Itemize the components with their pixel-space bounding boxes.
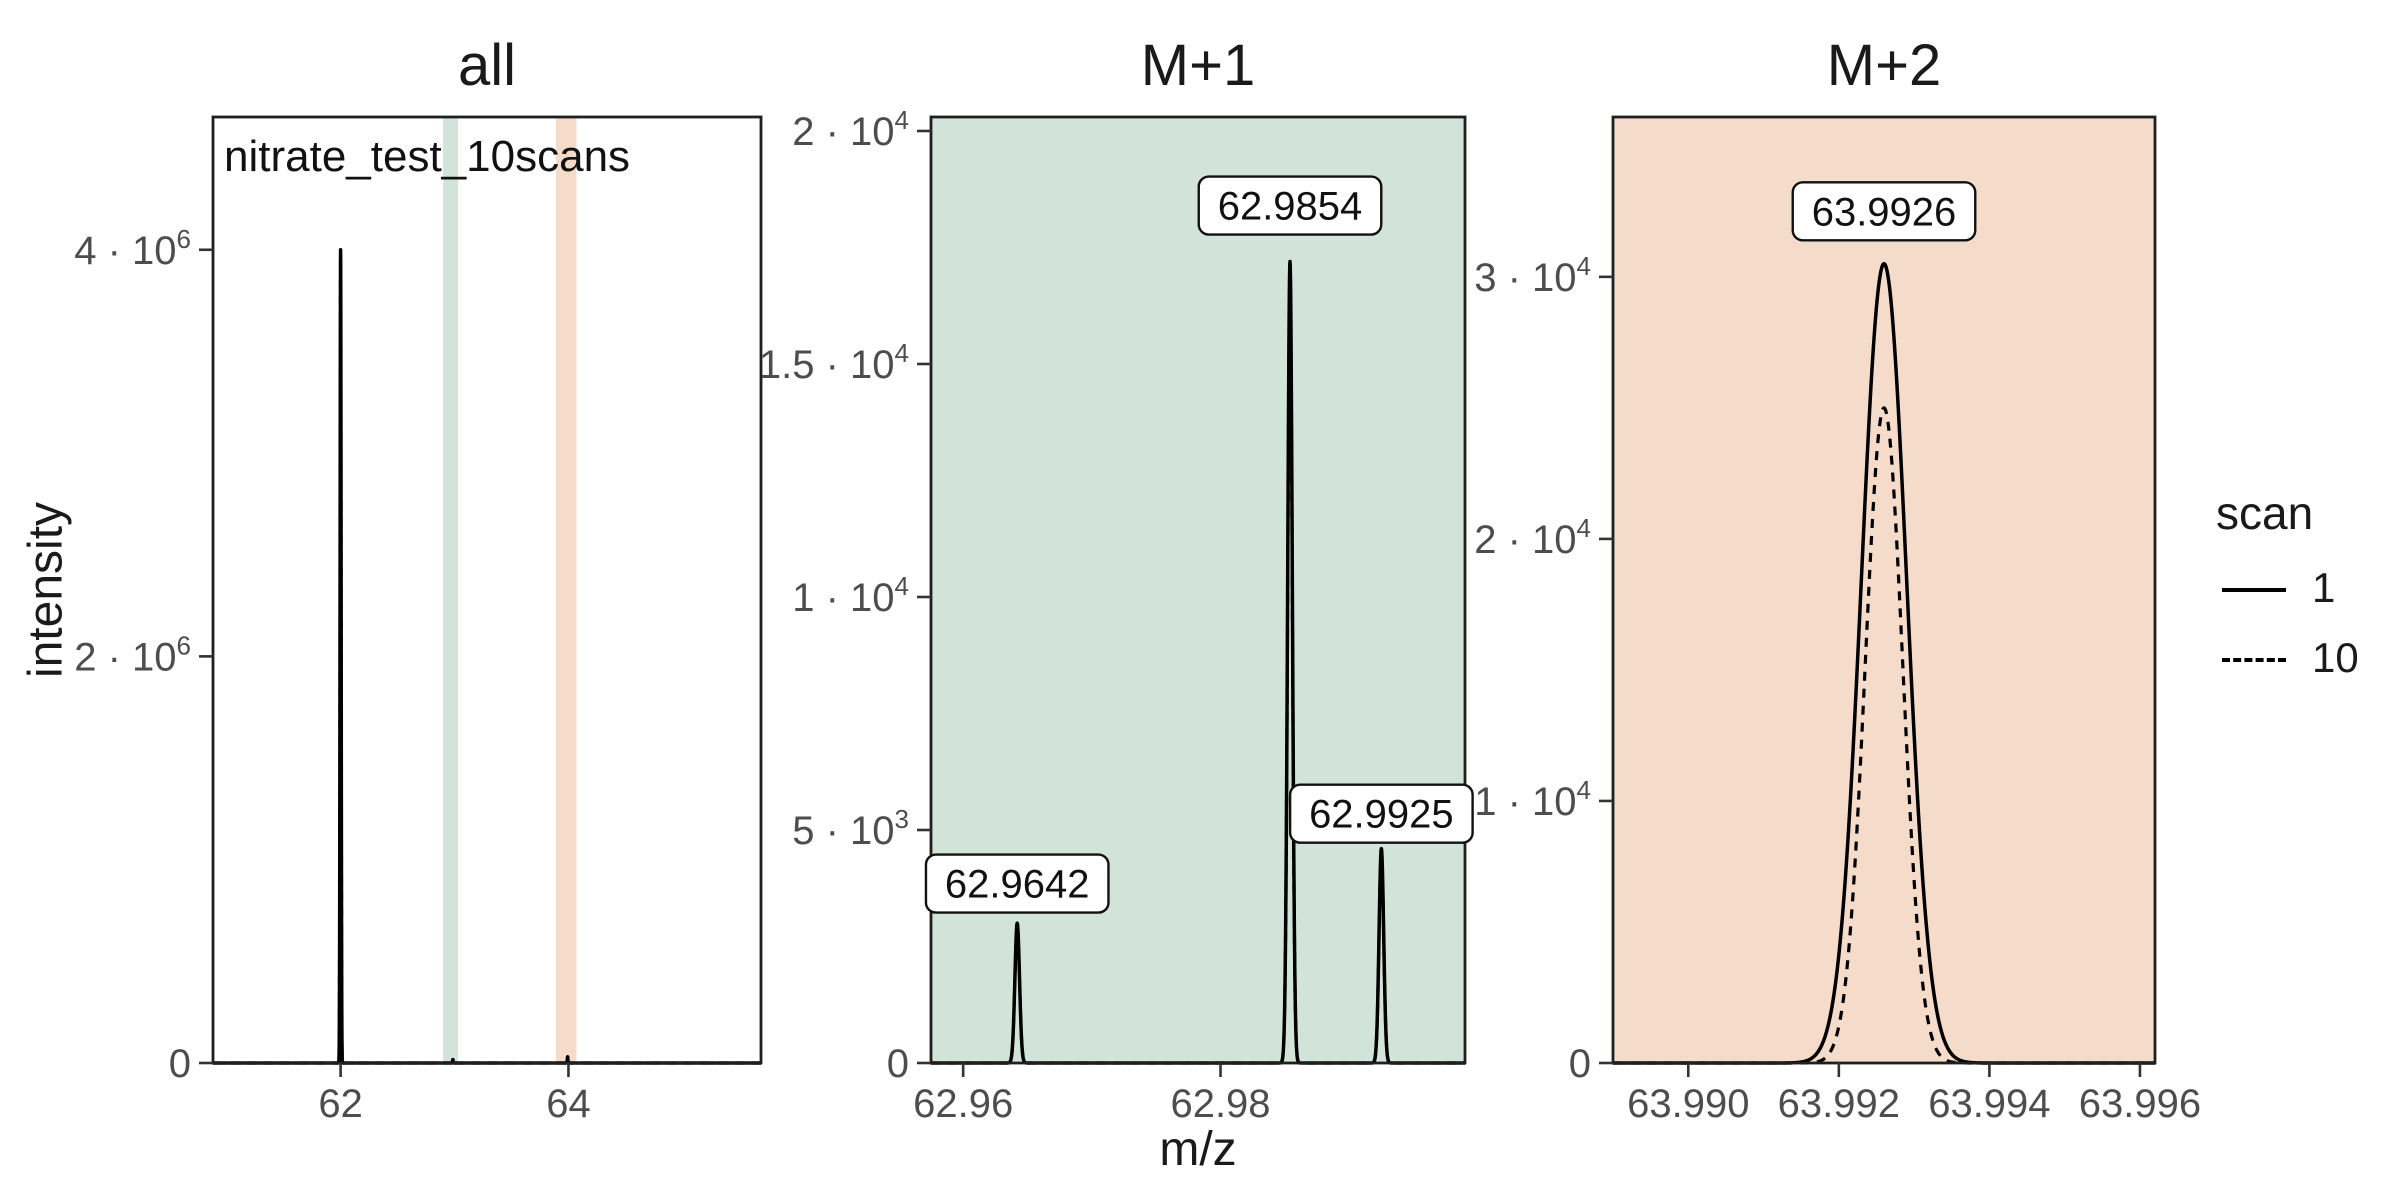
x-axis-title: m/z <box>1159 1123 1237 1176</box>
y-tick-label: 4 · 106 <box>74 224 191 273</box>
legend-key-solid-line-icon <box>2222 588 2286 592</box>
legend-key-dashed-line-icon <box>2222 658 2286 662</box>
panel-border-M+2 <box>1611 115 2157 1065</box>
panel-border-M+1 <box>929 115 1467 1065</box>
peak-label-box <box>1197 175 1383 236</box>
x-tick-label: 63.996 <box>2079 1082 2201 1126</box>
x-tick-label: 62.98 <box>1170 1082 1270 1126</box>
legend: scan 1 10 <box>2216 0 2400 1200</box>
x-tick-label: 62 <box>318 1082 363 1126</box>
peak-label: 62.9925 <box>1309 793 1454 837</box>
sample-name-annotation: nitrate_test_10scans <box>224 132 631 181</box>
x-tick-label: 62.96 <box>913 1082 1013 1126</box>
y-tick-label: 1 · 104 <box>792 571 909 620</box>
panel-title-all: all <box>457 33 517 98</box>
legend-entry-scan-10: 10 <box>2312 634 2359 681</box>
peak-label-box <box>1288 783 1474 844</box>
y-axis-title: intensity <box>19 501 73 679</box>
y-tick-label: 0 <box>169 1042 191 1086</box>
y-tick-label: 2 · 104 <box>1474 513 1591 562</box>
peak-label: 62.9854 <box>1218 185 1363 229</box>
y-tick-label: 2 · 106 <box>74 630 191 679</box>
panel-background-M+2 <box>1613 117 2155 1063</box>
x-tick-label: 63.994 <box>1928 1082 2050 1126</box>
y-tick-label: 1 · 104 <box>1474 775 1591 824</box>
y-tick-label: 2 · 104 <box>792 105 909 154</box>
y-tick-label: 5 · 103 <box>792 804 909 853</box>
y-tick-label: 0 <box>1569 1042 1591 1086</box>
panel-background-all <box>213 117 761 1063</box>
peak-label: 62.9642 <box>945 863 1090 907</box>
x-tick-label: 64 <box>546 1082 591 1126</box>
peak-label-box <box>924 853 1110 914</box>
spectrum-line-scan-10-M+2 <box>1613 406 2155 1065</box>
highlight-band-m2 <box>555 117 577 1063</box>
panel-title-m1: M+1 <box>1140 33 1256 98</box>
y-tick-label: 1.5 · 104 <box>759 338 909 387</box>
y-tick-label: 0 <box>887 1042 909 1086</box>
y-tick-label: 3 · 104 <box>1474 251 1591 300</box>
legend-title: scan <box>2216 487 2314 539</box>
panel-border-all <box>211 115 763 1065</box>
peak-label: 63.9926 <box>1812 190 1957 234</box>
x-tick-label: 63.992 <box>1778 1082 1900 1126</box>
legend-entry-scan-1: 1 <box>2312 564 2336 611</box>
peak-label-box <box>1791 181 1977 242</box>
highlight-band-m1 <box>443 117 458 1063</box>
panel-title-m2: M+2 <box>1826 33 1942 98</box>
x-tick-label: 63.990 <box>1627 1082 1749 1126</box>
